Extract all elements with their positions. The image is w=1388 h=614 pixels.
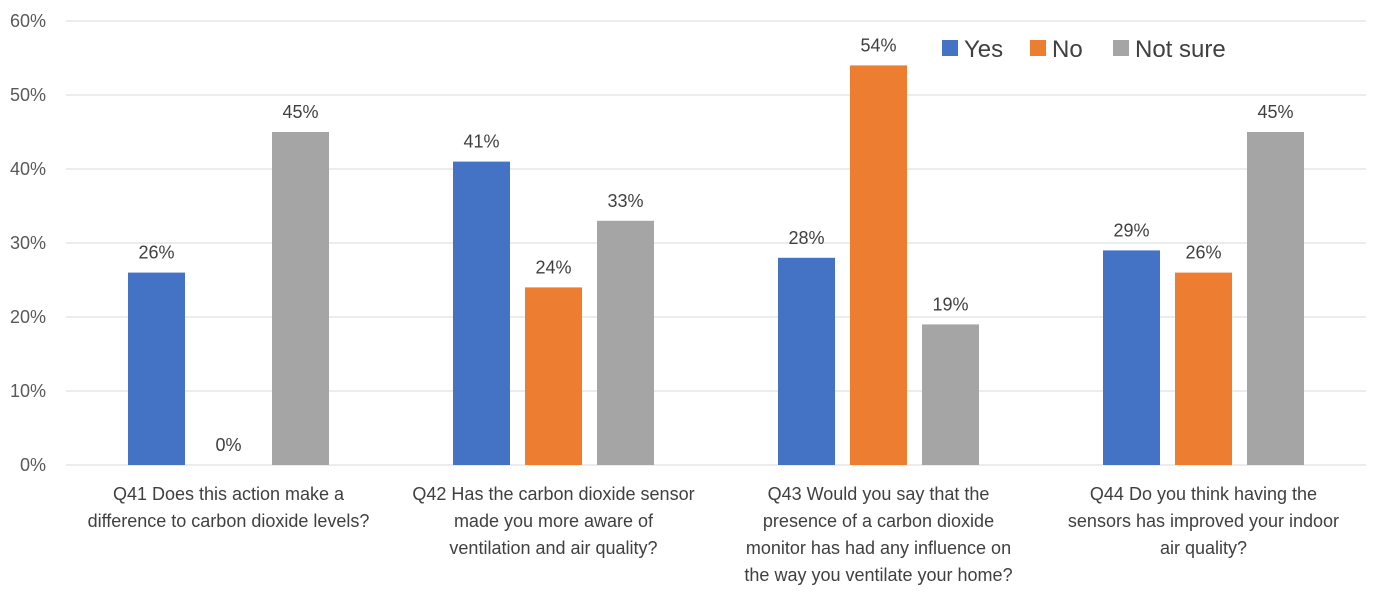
category-label: Q44 Do you think having the xyxy=(1090,484,1317,504)
legend: Yes No Not sure xyxy=(942,36,1226,63)
category-label: ventilation and air quality? xyxy=(449,538,657,558)
y-tick-label: 10% xyxy=(10,381,46,401)
y-tick-label: 50% xyxy=(10,85,46,105)
category-label: difference to carbon dioxide levels? xyxy=(88,511,370,531)
bar-yes xyxy=(1103,250,1160,465)
bar-no xyxy=(525,287,582,465)
category-labels: Q41 Does this action make a difference to… xyxy=(88,484,1340,585)
data-label: 28% xyxy=(788,228,824,248)
bar-no xyxy=(1175,272,1232,465)
category-label: sensors has improved your indoor xyxy=(1068,511,1339,531)
data-labels: 26% 0% 45% 41% 24% 33% 28% 54% 19% 29% 26% 45% xyxy=(138,35,1293,455)
bar-yes xyxy=(453,161,510,465)
data-label: 54% xyxy=(860,35,896,55)
category-label: Q43 Would you say that the xyxy=(768,484,990,504)
legend-swatch xyxy=(1030,40,1046,56)
bar-yes xyxy=(128,272,185,465)
y-tick-label: 40% xyxy=(10,159,46,179)
data-label: 29% xyxy=(1113,220,1149,240)
data-label: 45% xyxy=(1257,102,1293,122)
data-label: 26% xyxy=(138,243,174,263)
bar-not-sure xyxy=(597,220,654,465)
data-label: 0% xyxy=(215,435,241,455)
legend-label: Yes xyxy=(964,36,1003,63)
category-label: the way you ventilate your home? xyxy=(744,565,1012,585)
bar-no xyxy=(850,65,907,466)
category-label: air quality? xyxy=(1160,538,1247,558)
category-label: presence of a carbon dioxide xyxy=(763,511,994,531)
gridlines xyxy=(66,20,1366,466)
bars xyxy=(128,65,1304,466)
category-label: Q41 Does this action make a xyxy=(113,484,345,504)
y-axis-ticks: 0% 10% 20% 30% 40% 50% 60% xyxy=(10,11,46,475)
category-label: made you more aware of xyxy=(454,511,654,531)
y-tick-label: 60% xyxy=(10,11,46,31)
data-label: 33% xyxy=(607,191,643,211)
data-label: 45% xyxy=(282,102,318,122)
legend-label: No xyxy=(1052,36,1083,63)
bar-not-sure xyxy=(1247,132,1304,465)
category-label: monitor has had any influence on xyxy=(746,538,1011,558)
category-label: Q42 Has the carbon dioxide sensor xyxy=(412,484,694,504)
y-tick-label: 30% xyxy=(10,233,46,253)
bar-not-sure xyxy=(922,324,979,465)
data-label: 26% xyxy=(1185,243,1221,263)
y-tick-label: 20% xyxy=(10,307,46,327)
legend-swatch xyxy=(942,40,958,56)
legend-label: Not sure xyxy=(1135,36,1226,63)
bar-not-sure xyxy=(272,132,329,465)
y-tick-label: 0% xyxy=(20,455,46,475)
data-label: 41% xyxy=(463,132,499,152)
data-label: 24% xyxy=(535,257,571,277)
legend-swatch xyxy=(1113,40,1129,56)
data-label: 19% xyxy=(932,294,968,314)
bar-yes xyxy=(778,257,835,465)
